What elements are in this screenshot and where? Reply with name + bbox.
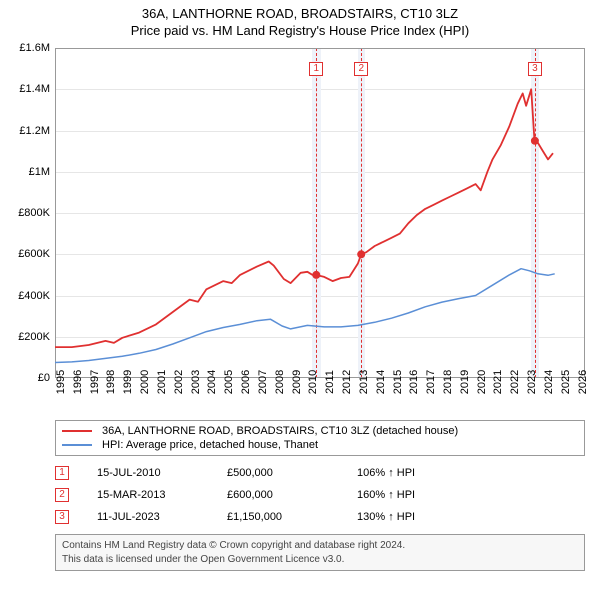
x-tick-label: 2000 [139, 370, 151, 394]
sales-row-hpi: 130% ↑ HPI [357, 511, 487, 523]
x-tick-label: 2008 [274, 370, 286, 394]
x-tick-label: 2010 [307, 370, 319, 394]
x-tick-label: 2003 [190, 370, 202, 394]
x-tick-label: 2009 [291, 370, 303, 394]
y-tick-label: £1.4M [19, 83, 50, 95]
sales-row-price: £600,000 [227, 489, 357, 501]
legend-item: HPI: Average price, detached house, Than… [62, 438, 578, 452]
x-tick-label: 2013 [358, 370, 370, 394]
x-tick-label: 2014 [375, 370, 387, 394]
x-tick-label: 2017 [425, 370, 437, 394]
x-tick-label: 2015 [392, 370, 404, 394]
x-tick-label: 1996 [72, 370, 84, 394]
legend-item: 36A, LANTHORNE ROAD, BROADSTAIRS, CT10 3… [62, 424, 578, 438]
x-tick-label: 2004 [206, 370, 218, 394]
y-tick-label: £1.6M [19, 42, 50, 54]
y-tick-label: £0 [38, 372, 50, 384]
x-tick-label: 1999 [122, 370, 134, 394]
x-tick-label: 2020 [476, 370, 488, 394]
x-tick-label: 2023 [526, 370, 538, 394]
y-tick-label: £1M [29, 166, 50, 178]
sale-marker-label: 1 [309, 62, 323, 76]
legend-swatch [62, 444, 92, 446]
sales-row: 1 15-JUL-2010£500,000106% ↑ HPI [55, 462, 487, 484]
legend: 36A, LANTHORNE ROAD, BROADSTAIRS, CT10 3… [55, 420, 585, 456]
y-tick-label: £400K [18, 290, 50, 302]
x-tick-label: 1995 [55, 370, 67, 394]
sales-row-hpi: 160% ↑ HPI [357, 489, 487, 501]
sale-marker-label: 2 [354, 62, 368, 76]
footer-attribution: Contains HM Land Registry data © Crown c… [55, 534, 585, 571]
sales-row-marker: 2 [55, 488, 69, 502]
x-tick-label: 2002 [173, 370, 185, 394]
sales-row-price: £500,000 [227, 467, 357, 479]
x-tick-label: 2011 [324, 370, 336, 394]
legend-label: 36A, LANTHORNE ROAD, BROADSTAIRS, CT10 3… [102, 425, 458, 437]
x-tick-label: 2019 [459, 370, 471, 394]
sales-row-hpi: 106% ↑ HPI [357, 467, 487, 479]
sales-row-date: 11-JUL-2023 [97, 511, 227, 523]
sales-row-marker: 1 [55, 466, 69, 480]
x-tick-label: 2025 [560, 370, 572, 394]
x-tick-label: 1998 [105, 370, 117, 394]
sales-row: 3 11-JUL-2023£1,150,000130% ↑ HPI [55, 506, 487, 528]
x-tick-label: 2006 [240, 370, 252, 394]
x-tick-label: 2026 [577, 370, 589, 394]
x-tick-label: 2018 [442, 370, 454, 394]
x-tick-label: 2012 [341, 370, 353, 394]
chart-title-line1: 36A, LANTHORNE ROAD, BROADSTAIRS, CT10 3… [0, 0, 600, 21]
sale-marker-label: 3 [528, 62, 542, 76]
x-tick-label: 2001 [156, 370, 168, 394]
y-tick-label: £600K [18, 248, 50, 260]
y-tick-label: £800K [18, 207, 50, 219]
chart-title-line2: Price paid vs. HM Land Registry's House … [0, 21, 600, 42]
y-tick-label: £200K [18, 331, 50, 343]
x-tick-label: 2005 [223, 370, 235, 394]
sales-row-marker: 3 [55, 510, 69, 524]
x-tick-label: 1997 [89, 370, 101, 394]
legend-label: HPI: Average price, detached house, Than… [102, 439, 318, 451]
sales-row-date: 15-JUL-2010 [97, 467, 227, 479]
x-tick-label: 2022 [509, 370, 521, 394]
sales-row-price: £1,150,000 [227, 511, 357, 523]
x-tick-label: 2016 [408, 370, 420, 394]
x-tick-label: 2021 [492, 370, 504, 394]
chart-container: 36A, LANTHORNE ROAD, BROADSTAIRS, CT10 3… [0, 0, 600, 590]
sales-table: 1 15-JUL-2010£500,000106% ↑ HPI 2 15-MAR-20… [55, 462, 487, 528]
sales-row-date: 15-MAR-2013 [97, 489, 227, 501]
sales-row: 2 15-MAR-2013£600,000160% ↑ HPI [55, 484, 487, 506]
x-tick-label: 2007 [257, 370, 269, 394]
x-tick-label: 2024 [543, 370, 555, 394]
legend-swatch [62, 430, 92, 432]
y-tick-label: £1.2M [19, 125, 50, 137]
footer-line: This data is licensed under the Open Gov… [62, 553, 578, 567]
plot-svg [55, 48, 585, 378]
footer-line: Contains HM Land Registry data © Crown c… [62, 539, 578, 553]
